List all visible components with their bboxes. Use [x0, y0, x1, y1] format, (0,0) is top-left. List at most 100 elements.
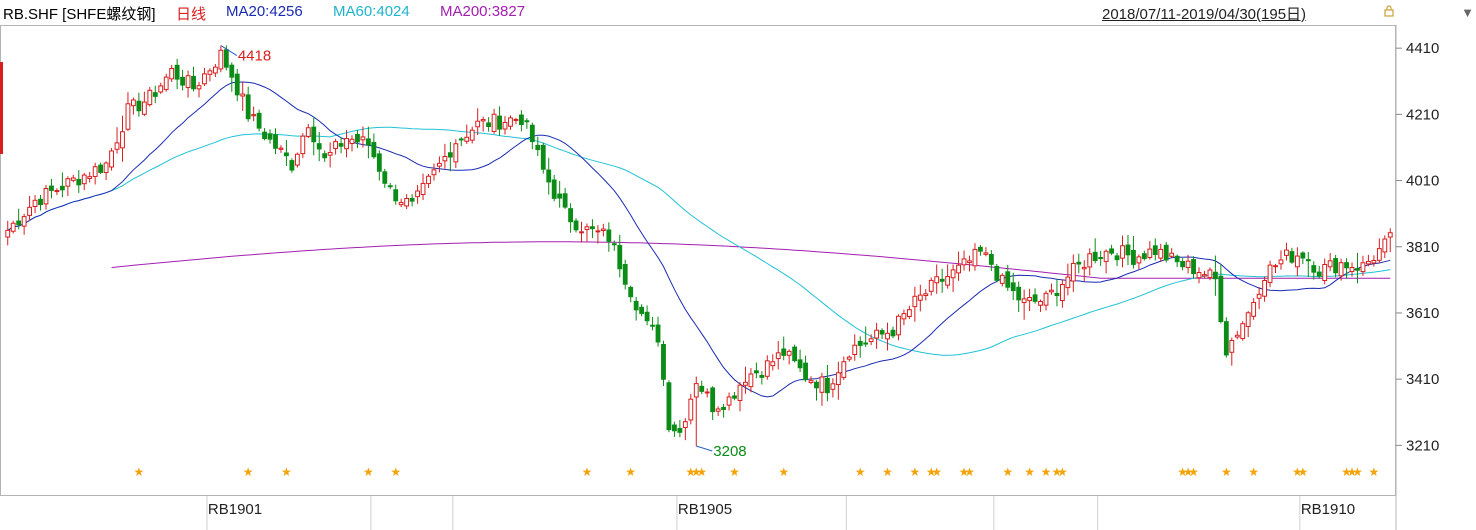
candle-body [245, 94, 251, 120]
candle-body [136, 100, 142, 112]
candle-body [426, 175, 431, 185]
candle [1278, 250, 1284, 270]
period-label[interactable]: 日线 [176, 6, 207, 23]
candle [1032, 288, 1038, 304]
candle [890, 326, 896, 339]
candle-body [999, 274, 1005, 284]
candle [1049, 283, 1054, 295]
candle-body [1218, 275, 1224, 322]
candle [1136, 254, 1142, 270]
candle-body [551, 179, 557, 199]
candle [152, 85, 158, 104]
candle-body [797, 359, 803, 369]
candle [147, 87, 153, 107]
candle-body [1284, 249, 1289, 256]
candle-body [1147, 248, 1153, 259]
candle-body [289, 160, 295, 171]
candle [988, 250, 994, 272]
candle-body [1300, 252, 1306, 259]
candle-body [1262, 280, 1267, 297]
candle [863, 326, 869, 348]
candle [518, 110, 524, 132]
candle [1043, 290, 1049, 311]
candle [1038, 299, 1043, 312]
candle-body [1355, 268, 1360, 271]
candle [1158, 243, 1164, 262]
candle [289, 158, 295, 173]
candle [442, 143, 448, 169]
candle-body [1043, 292, 1049, 306]
candle-body [21, 216, 27, 227]
candle-body [644, 311, 650, 322]
candle [721, 403, 727, 418]
candle [1234, 330, 1240, 340]
candle-body [447, 152, 453, 158]
date-range[interactable]: 2018/07/11-2019/04/30(195日) [1102, 6, 1307, 23]
candle-body [76, 178, 82, 186]
lock-icon[interactable] [1384, 4, 1394, 17]
dropdown-triangle-icon[interactable]: ▼ [1461, 5, 1474, 20]
candle-body [901, 313, 907, 320]
star-icon: ★ [778, 465, 789, 479]
candle [1245, 311, 1251, 338]
candle-body [1234, 334, 1240, 338]
star-icon: ★ [729, 465, 740, 479]
candle-body [229, 64, 235, 78]
candle [16, 208, 22, 230]
candle [245, 86, 251, 122]
candle-body [579, 231, 584, 234]
candle-body [1049, 289, 1054, 293]
candle [743, 366, 748, 394]
candle-body [398, 202, 404, 206]
candle [191, 66, 196, 92]
candle-body [344, 138, 349, 150]
candle [1114, 252, 1120, 267]
candle-body [355, 133, 360, 143]
candle-body [1289, 251, 1295, 263]
candle [458, 136, 464, 147]
star-icon: ★ [390, 465, 401, 479]
candle [879, 328, 885, 340]
candle [163, 73, 169, 92]
candle-body [32, 199, 38, 207]
star-icon: ★ [1347, 465, 1358, 479]
candle-body [1005, 271, 1011, 288]
candle [524, 118, 530, 129]
candle-body [595, 230, 601, 233]
candle-body [59, 185, 65, 191]
candle [857, 336, 863, 358]
candle-body [1322, 263, 1328, 281]
candle-body [939, 278, 945, 282]
candle [557, 181, 563, 208]
candle-body [1038, 300, 1043, 306]
candle [1223, 317, 1229, 358]
candle [262, 128, 267, 141]
candle-body [529, 124, 535, 143]
star-icon: ★ [909, 465, 920, 479]
candle-body [524, 120, 530, 123]
candle [961, 250, 967, 271]
candle-body [38, 198, 43, 206]
candle [950, 264, 956, 292]
candle [1365, 254, 1371, 267]
candle-body [841, 361, 847, 378]
candle [1196, 267, 1202, 284]
candle [1163, 241, 1169, 263]
ma60-line [7, 126, 1391, 356]
candle [540, 142, 546, 174]
candle-body [1245, 312, 1251, 327]
candle-body [874, 329, 880, 339]
candle-body [497, 115, 502, 130]
candle [1087, 248, 1093, 276]
candle-body [404, 197, 410, 207]
candle-body [863, 342, 869, 345]
star-icon: ★ [1352, 465, 1363, 479]
candle [786, 349, 792, 365]
candle-body [502, 121, 508, 130]
candle [1141, 250, 1147, 261]
candle [1360, 255, 1366, 276]
candle-body [256, 112, 262, 129]
candle-body [152, 92, 158, 97]
candle-body [1016, 286, 1022, 301]
candle-body [682, 421, 688, 429]
